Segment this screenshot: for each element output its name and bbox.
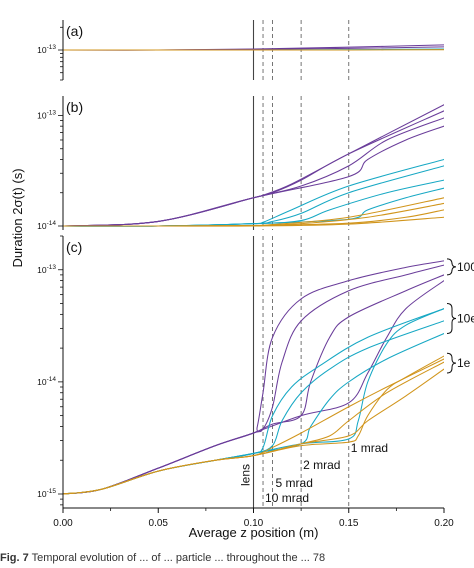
panel-0-series: [63, 44, 444, 51]
caption-text: Temporal evolution of ... of ... particl…: [31, 552, 326, 564]
caption-prefix: Fig. 7: [0, 552, 29, 564]
panel-2-series: [63, 260, 444, 495]
vertical-markers: [252, 20, 350, 508]
bracket-label-1e: 1e: [457, 356, 471, 370]
figure-caption: Fig. 7 Temporal evolution of ... of ... …: [0, 552, 474, 568]
x-tick-label: 0.05: [149, 518, 169, 529]
x-tick-label: 0.15: [339, 518, 359, 529]
y-tick-label: 10-13: [37, 264, 56, 275]
y-tick-label: 10-15: [37, 488, 56, 499]
marker-label-lens: lens: [239, 464, 253, 486]
marker-label-5-mrad: 5 mrad: [276, 476, 313, 490]
bracket-label-10e: 10e: [457, 312, 474, 326]
x-tick-label: 0.10: [244, 518, 264, 529]
chart-text: 10-13 (a) 10-13 10-14 (b) 10-13 10-14 10-15 (c) 0…: [10, 23, 474, 540]
series-lines: [63, 44, 444, 495]
x-axis-title: Average z position (m): [189, 525, 319, 540]
bracket-100e: [446, 258, 457, 276]
bracket-1e: [446, 352, 457, 374]
series-line-1e-11: [63, 355, 444, 495]
marker-label-10-mrad: 10 mrad: [265, 491, 309, 505]
y-tick-label: 10-14: [37, 376, 56, 387]
panel-frames: [58, 20, 457, 513]
panel-label: (b): [66, 99, 83, 115]
y-axis-title: Duration 2σ(t) (s): [10, 168, 25, 267]
marker-label-2-mrad: 2 mrad: [303, 458, 340, 472]
bracket-10e: [446, 303, 457, 335]
y-tick-label: 10-14: [37, 220, 56, 231]
series-line-100e-3: [63, 280, 444, 495]
y-tick-label: 10-13: [37, 109, 56, 120]
y-tick-label: 10-13: [37, 44, 56, 55]
marker-label-1-mrad: 1 mrad: [351, 441, 388, 455]
panel-1-series: [63, 104, 444, 227]
bracket-label-100e: 100e: [457, 260, 474, 274]
series-line-100e-3: [63, 125, 444, 227]
panel-label: (c): [66, 239, 82, 255]
panel-label: (a): [66, 23, 83, 39]
x-tick-label: 0.20: [434, 518, 454, 529]
series-line-1e-11: [63, 216, 444, 227]
x-tick-label: 0.00: [53, 518, 73, 529]
